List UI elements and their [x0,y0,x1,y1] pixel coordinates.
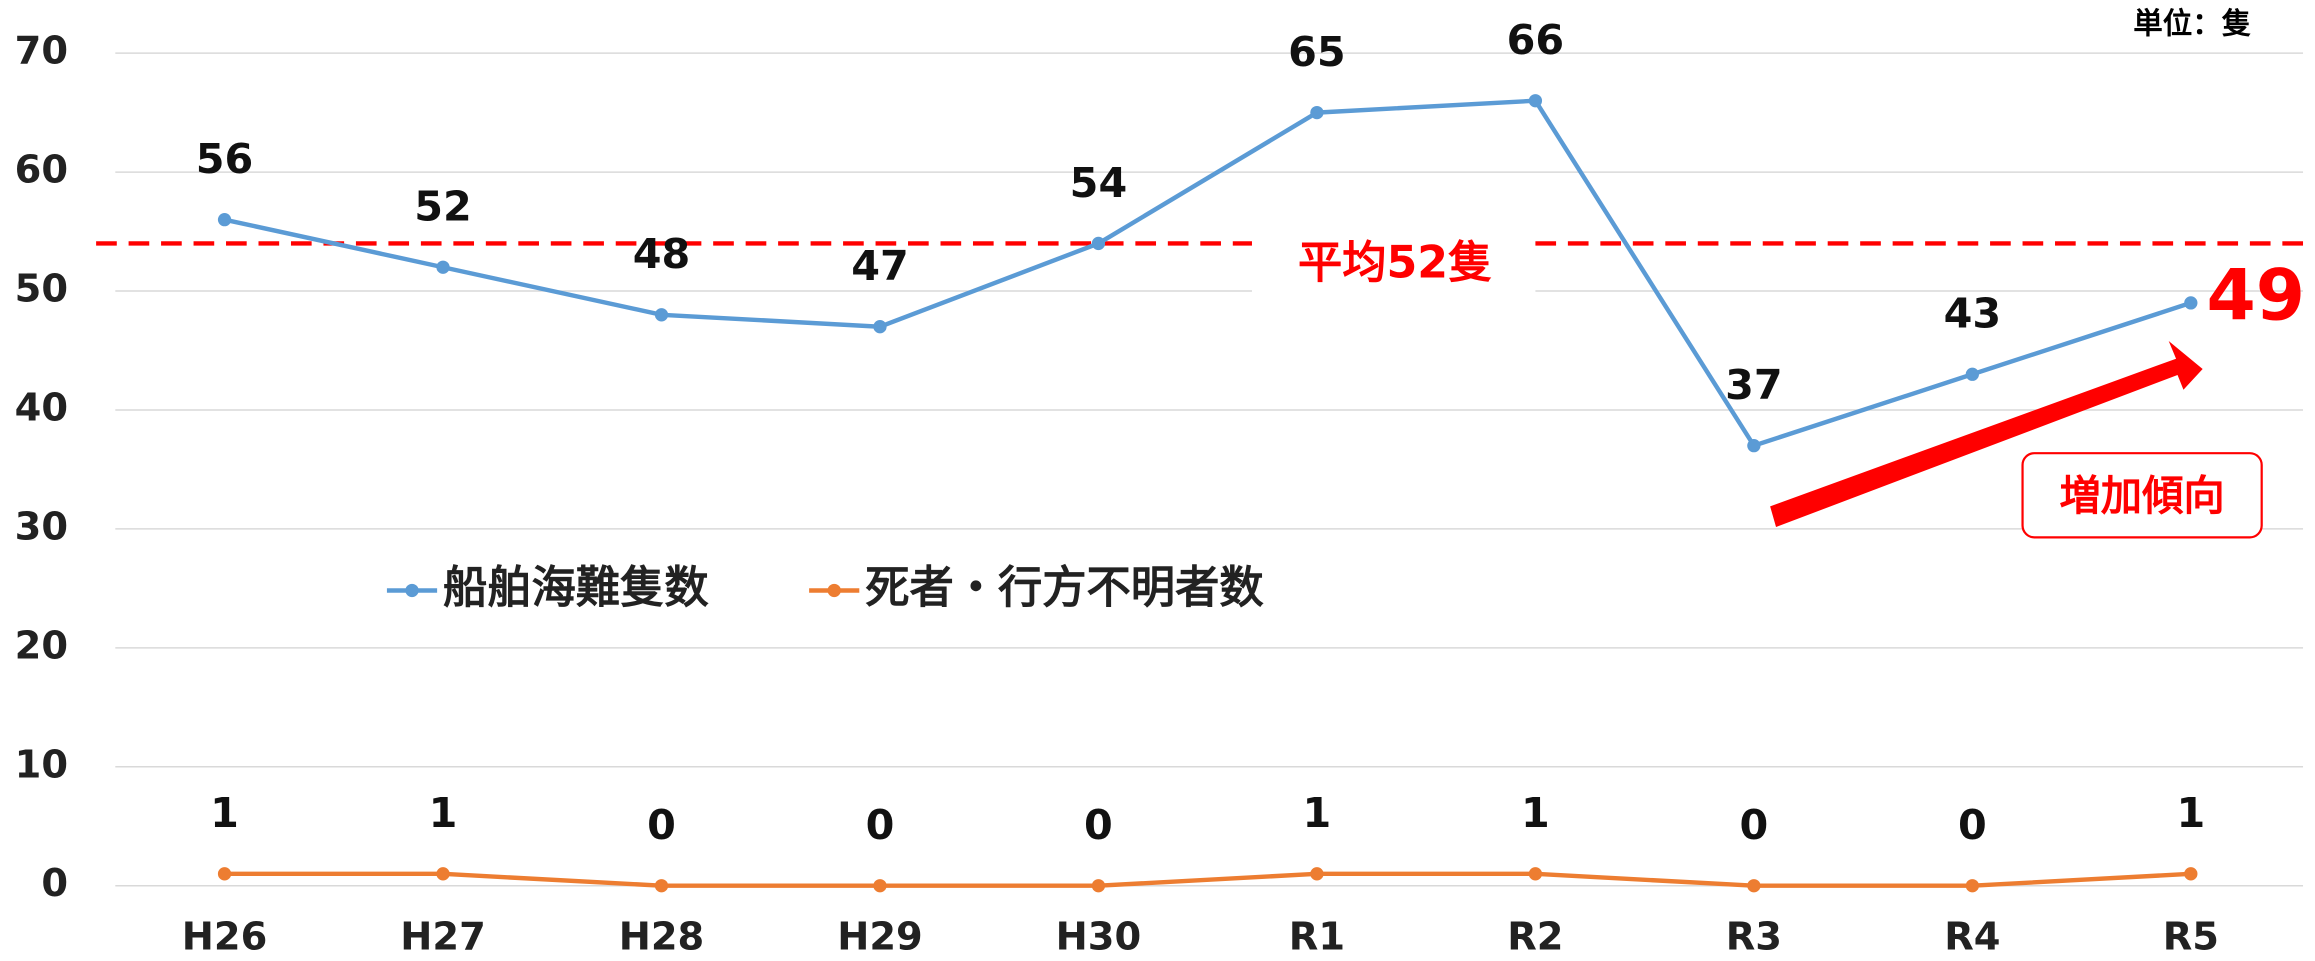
data-point [1091,879,1106,893]
data-point [873,879,887,893]
data-point [217,867,232,881]
legend-label: 船舶海難隻数 [443,562,709,613]
x-tick-label: R5 [2163,914,2219,959]
x-tick-label: H26 [182,914,268,959]
y-tick-label: 60 [15,148,68,193]
data-label: 66 [1507,16,1565,64]
data-label: 0 [866,801,895,849]
x-tick-label: H27 [400,914,486,959]
data-point [2184,296,2198,310]
data-label: 1 [2176,789,2205,837]
y-tick-label: 0 [41,861,68,906]
x-tick-label: R4 [1944,914,2000,959]
x-tick-label: H30 [1056,914,1142,959]
data-point [217,213,232,227]
data-point [873,320,887,334]
y-tick-label: 30 [15,504,68,549]
data-label: 54 [1070,159,1128,207]
y-tick-label: 40 [15,385,68,430]
x-tick-label: H29 [837,914,923,959]
data-label: 1 [1521,789,1550,837]
series-line [224,871,2191,888]
data-label: 49 [2206,253,2305,336]
data-point [436,867,450,881]
data-label: 48 [633,230,691,278]
data-label: 0 [1084,801,1113,849]
label-backdrop [1251,221,1536,299]
data-point [1528,867,1543,881]
y-tick-label: 70 [15,29,68,74]
x-tick-label: R3 [1726,914,1782,959]
series-line [224,98,2192,449]
data-label: 1 [429,789,458,837]
data-label: 0 [1739,801,1768,849]
data-point [654,308,669,322]
data-point [2184,867,2198,881]
data-point [1747,879,1761,893]
data-point [1528,94,1543,108]
data-point [1965,879,1979,893]
x-tick-label: R2 [1507,914,1563,959]
data-label: 65 [1288,28,1346,76]
y-tick-label: 20 [15,623,68,668]
legend-swatch [827,583,841,598]
data-label: 43 [1944,290,2002,338]
x-tick-label: H28 [619,914,705,959]
data-label: 47 [851,242,909,290]
data-point [1310,105,1324,120]
data-point [1965,367,1979,381]
trend-arrow [1770,341,2203,527]
data-label: 1 [210,789,239,837]
data-point [1091,236,1106,251]
y-tick-label: 10 [15,742,68,787]
data-label: 56 [196,135,254,183]
trend-box [2021,452,2263,539]
data-point [654,879,669,893]
x-tick-label: R1 [1289,914,1345,959]
legend-label: 死者・行方不明者数 [865,562,1264,613]
data-label: 0 [1958,801,1987,849]
data-point [436,260,450,274]
y-tick-label: 50 [15,267,68,312]
unit-label: 単位：隻 [2133,7,2251,41]
data-label: 37 [1725,361,1783,409]
data-label: 0 [647,801,676,849]
data-label: 1 [1303,789,1332,837]
data-label: 52 [414,183,472,231]
data-point [1747,438,1761,453]
reference-label: 平均52隻 [1298,238,1492,289]
data-point [1310,867,1324,881]
trend-label: 増加傾向 [2059,472,2224,520]
legend-swatch [405,583,419,598]
